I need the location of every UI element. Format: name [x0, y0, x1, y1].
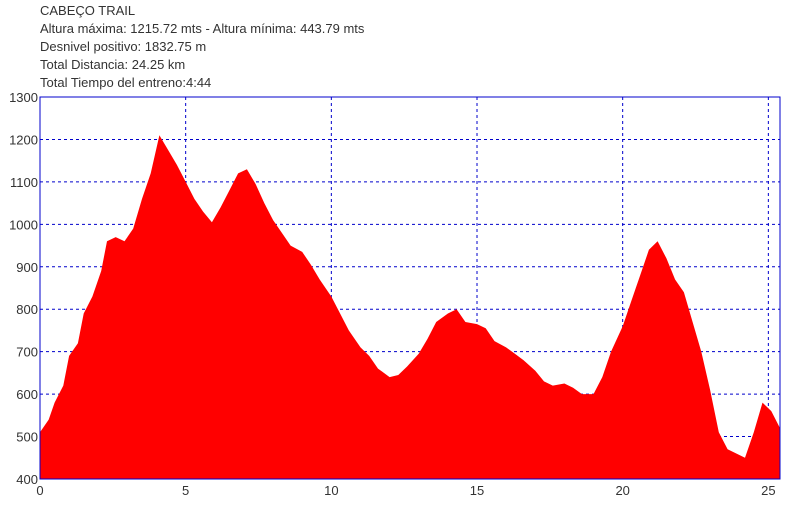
y-tick-label: 800 — [16, 302, 38, 317]
total-distance-text: Total Distancia: 24.25 km — [40, 57, 186, 72]
elevation-area-path — [40, 135, 780, 479]
x-tick-label: 0 — [36, 483, 43, 498]
y-tick-label: 1200 — [9, 132, 38, 147]
elevation-area — [40, 135, 780, 479]
x-tick-label: 5 — [182, 483, 189, 498]
plot-frame — [39, 96, 781, 480]
x-tick-label: 10 — [324, 483, 338, 498]
positive-elevation-text: Desnivel positivo: 1832.75 m — [40, 39, 207, 54]
y-tick-label: 900 — [16, 260, 38, 275]
y-tick-label: 1000 — [9, 217, 38, 232]
x-tick-label: 20 — [615, 483, 629, 498]
x-tick-label: 25 — [761, 483, 775, 498]
y-tick-label: 700 — [16, 345, 38, 360]
altitude-range-text: Altura máxima: 1215.72 mts - Altura míni… — [40, 21, 365, 36]
x-tick-label: 15 — [470, 483, 484, 498]
chart-header: CABEÇO TRAIL Altura máxima: 1215.72 mts … — [40, 2, 364, 92]
y-tick-label: 1300 — [9, 90, 38, 105]
tick-labels: 400 500 600 700 800 900 1000 1100 1200 1300 0 5 10 15… — [9, 90, 776, 498]
y-tick-label: 600 — [16, 387, 38, 402]
chart-title: CABEÇO TRAIL — [40, 3, 136, 18]
total-time-text: Total Tiempo del entreno:4:44 — [40, 75, 212, 90]
plot-border — [39, 96, 781, 480]
y-tick-label: 400 — [16, 472, 38, 487]
y-tick-label: 500 — [16, 430, 38, 445]
y-tick-label: 1100 — [10, 175, 38, 190]
